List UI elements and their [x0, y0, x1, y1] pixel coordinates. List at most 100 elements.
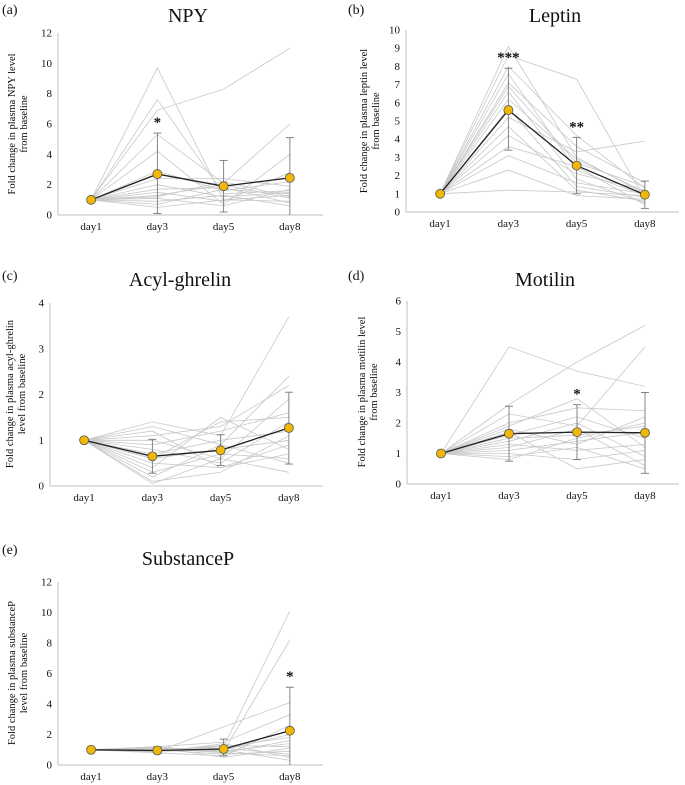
- y-axis-label: Fold change in plasma NPY levelfrom base…: [7, 53, 30, 194]
- y-tick-label: 8: [395, 61, 401, 73]
- individual-series-line: [91, 199, 290, 208]
- x-tick-label: day5: [213, 771, 235, 783]
- significance-marker: *: [573, 387, 581, 403]
- mean-point: [283, 422, 294, 433]
- individual-series-line: [439, 125, 645, 202]
- y-axis-label-line: Fold change in plasma motilin level: [357, 317, 368, 468]
- individual-series-line: [439, 65, 646, 194]
- individual-series-line: [440, 325, 646, 454]
- chart-title: NPY: [168, 5, 208, 27]
- y-tick-label: 8: [47, 88, 53, 100]
- individual-series-line: [439, 55, 646, 200]
- mean-point: [218, 181, 229, 192]
- y-tick-label: 12: [41, 28, 52, 40]
- mean-point: [435, 188, 446, 199]
- mean-point: [218, 744, 229, 754]
- y-axis-label-line: from baseline: [371, 92, 382, 150]
- significance-marker: ***: [497, 50, 520, 66]
- individual-series-line: [439, 169, 645, 200]
- x-tick-label: day8: [278, 492, 300, 504]
- individual-series-line: [91, 188, 290, 205]
- x-tick-label: day8: [279, 221, 301, 233]
- individual-series-line: [84, 412, 290, 446]
- y-tick-label: 10: [389, 25, 401, 37]
- chart-title: Leptin: [529, 5, 581, 27]
- mean-point: [436, 448, 446, 459]
- mean-point: [86, 744, 97, 755]
- y-tick-label: 1: [395, 188, 401, 200]
- individual-series-line: [439, 155, 645, 195]
- individual-series-line: [83, 316, 290, 441]
- x-tick-label: day8: [634, 490, 656, 502]
- chart-title: Acyl-ghrelin: [129, 269, 231, 291]
- y-tick-label: 0: [47, 210, 53, 222]
- individual-series-line: [84, 421, 290, 464]
- chart-panel-3: (c) Acyl-ghrelin Fold change in plasma acy…: [2, 269, 323, 504]
- y-tick-label: 4: [47, 699, 53, 711]
- x-tick-label: day3: [147, 771, 169, 783]
- y-axis-label: Fold change in plasma substancePlevel fr…: [7, 601, 30, 745]
- y-tick-label: 6: [396, 296, 402, 308]
- individual-series-line: [440, 346, 646, 454]
- individual-series-line: [83, 417, 289, 460]
- individual-series-line: [439, 135, 645, 195]
- individual-series-line: [440, 422, 646, 457]
- y-tick-label: 3: [395, 152, 401, 164]
- y-tick-label: 10: [41, 607, 53, 619]
- y-tick-label: 2: [396, 418, 402, 430]
- individual-series-line: [90, 98, 290, 201]
- individual-series-line: [91, 188, 290, 207]
- y-axis-label-line: Fold change in plasma leptin level: [359, 49, 370, 193]
- individual-series-line: [440, 416, 646, 454]
- individual-series-line: [83, 439, 289, 473]
- chart-panel-2: (b) Leptin Fold change in plasma leptin le…: [348, 3, 679, 230]
- y-tick-label: 5: [395, 116, 401, 128]
- chart-title: SubstanceP: [142, 548, 234, 570]
- individual-series-line: [439, 98, 646, 195]
- panel-label: (c): [2, 269, 18, 284]
- x-tick-label: day5: [566, 490, 588, 502]
- individual-series-line: [91, 184, 290, 201]
- x-tick-label: day3: [147, 221, 169, 233]
- x-tick-label: day1: [73, 492, 94, 504]
- individual-series-line: [439, 82, 646, 195]
- mean-point: [640, 427, 650, 438]
- mean-point: [147, 451, 158, 462]
- y-axis-label-line: from baseline: [19, 95, 30, 153]
- individual-series-line: [441, 450, 646, 461]
- individual-series-line: [439, 72, 646, 196]
- chart-panel-4: (d) Motilin Fold change in plasma motilin …: [348, 269, 679, 502]
- x-tick-label: day5: [213, 221, 235, 233]
- y-tick-label: 4: [396, 357, 402, 369]
- chart-panel-1: (a) NPY Fold change in plasma NPY levelfro…: [2, 3, 323, 233]
- x-tick-label: day1: [80, 221, 101, 233]
- mean-point: [284, 725, 295, 736]
- x-tick-label: day3: [498, 490, 520, 502]
- mean-series-line: [90, 173, 290, 201]
- mean-point: [503, 105, 514, 115]
- y-tick-label: 3: [396, 387, 402, 399]
- y-axis-label: Fold change in plasma motilin levelfrom …: [357, 317, 380, 468]
- y-tick-label: 2: [395, 170, 401, 182]
- y-tick-label: 4: [395, 134, 401, 146]
- mean-point: [572, 427, 582, 438]
- mean-point: [639, 189, 650, 200]
- mean-point: [284, 172, 295, 183]
- individual-series-line: [439, 146, 646, 206]
- mean-point: [152, 745, 163, 756]
- y-tick-label: 1: [39, 435, 45, 447]
- individual-series-line: [90, 123, 291, 201]
- individual-series-line: [91, 181, 290, 201]
- individual-series-line: [84, 385, 290, 441]
- y-tick-label: 3: [39, 343, 45, 355]
- x-tick-label: day3: [142, 492, 164, 504]
- individual-series-line: [440, 398, 646, 454]
- y-tick-label: 7: [395, 79, 401, 91]
- panel-label: (a): [2, 3, 18, 18]
- y-axis-label-line: level from baseline: [19, 632, 30, 713]
- chart-panel-5: (e) SubstanceP Fold change in plasma subst…: [2, 543, 323, 783]
- x-tick-label: day8: [634, 218, 656, 230]
- mean-series-line: [440, 431, 646, 455]
- mean-point: [79, 435, 90, 446]
